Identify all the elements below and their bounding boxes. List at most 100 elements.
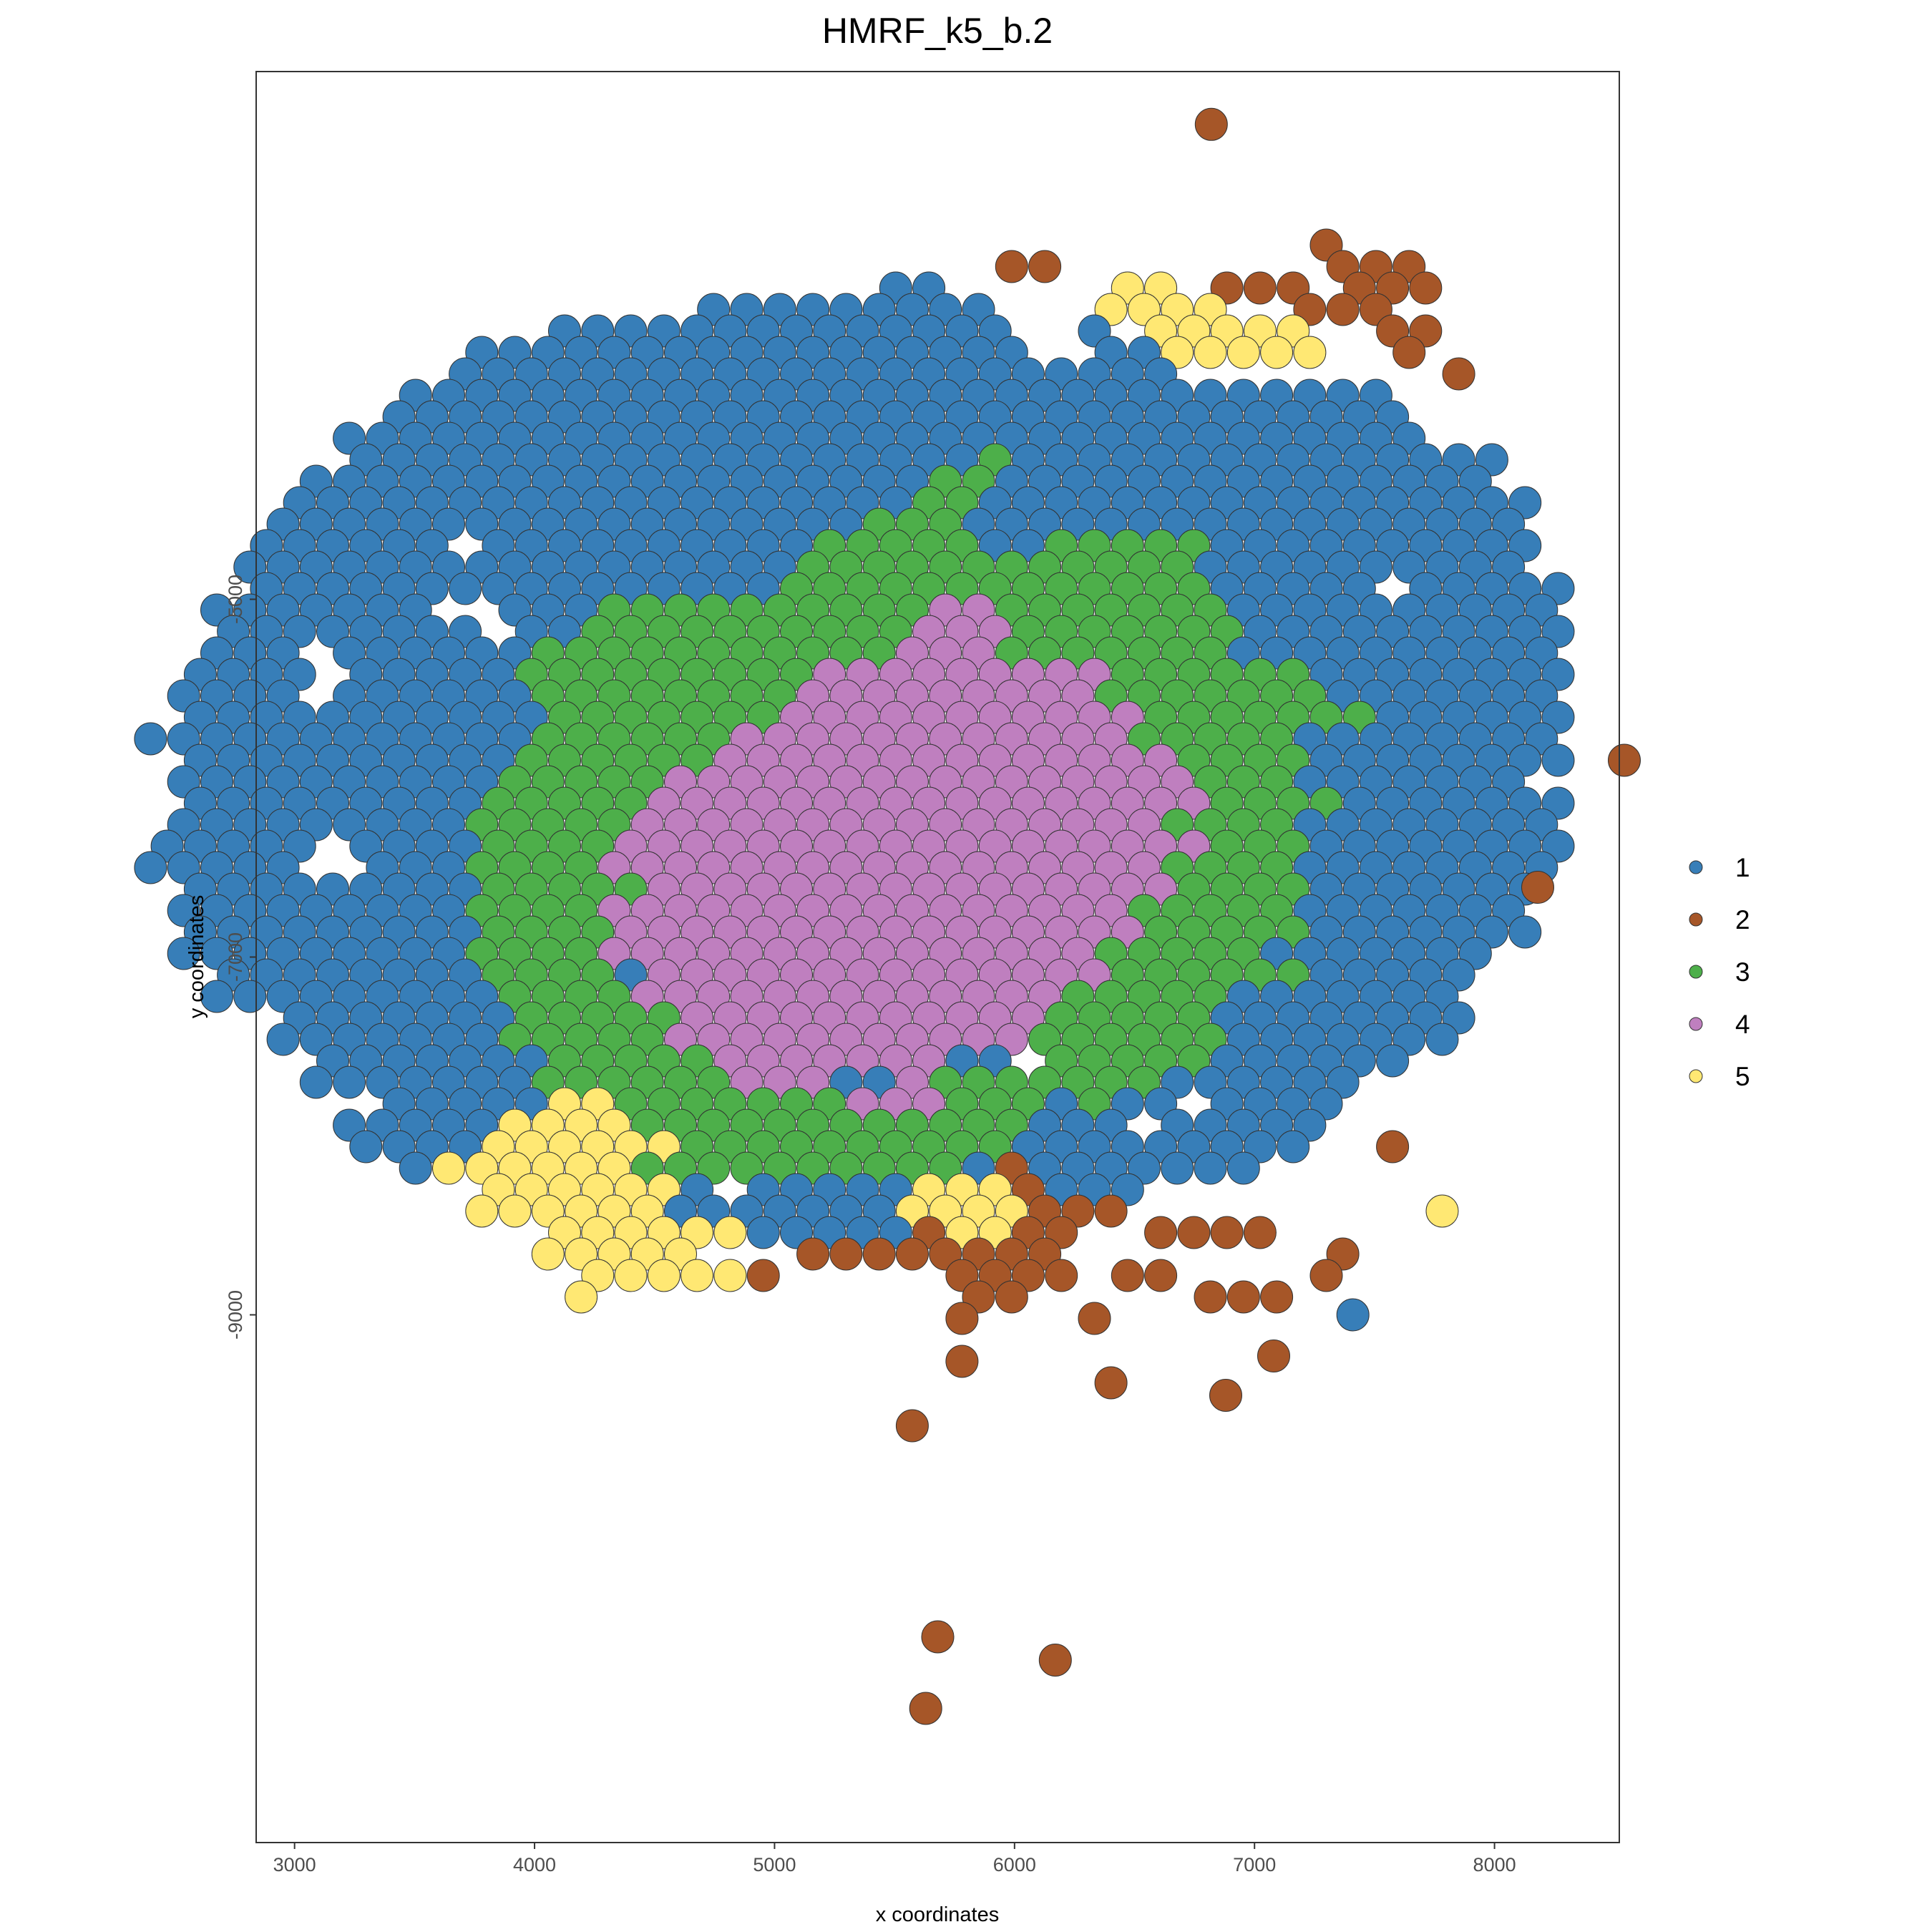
spot-cluster-5 (1194, 336, 1227, 369)
spot-cluster-1 (299, 1065, 333, 1099)
legend-key-4 (1689, 1017, 1703, 1031)
legend-label-3: 3 (1735, 957, 1750, 987)
spot-cluster-5 (680, 1259, 714, 1292)
spot-cluster-1 (233, 980, 267, 1013)
spot-cluster-1 (1541, 743, 1575, 777)
spot-cluster-2 (1309, 1259, 1343, 1292)
spot-cluster-1 (134, 722, 167, 756)
spot-cluster-2 (1260, 1280, 1294, 1314)
points-layer (134, 107, 1641, 1725)
spot-cluster-5 (614, 1259, 648, 1292)
spot-cluster-2 (1111, 1259, 1144, 1292)
spot-cluster-1 (167, 937, 200, 970)
spot-cluster-2 (1210, 1216, 1244, 1249)
spot-cluster-2 (995, 250, 1028, 283)
spot-cluster-2 (1326, 293, 1360, 326)
spot-cluster-1 (1226, 1151, 1260, 1185)
spot-cluster-2 (895, 1409, 929, 1443)
y-tick-label: -7000 (225, 932, 246, 982)
spot-cluster-2 (995, 1280, 1028, 1314)
y-tick-label: -5000 (225, 575, 246, 624)
spot-cluster-2 (895, 1237, 929, 1271)
legend-key-2 (1689, 912, 1703, 927)
spot-cluster-5 (531, 1237, 565, 1271)
spot-cluster-1 (1277, 1130, 1310, 1163)
spot-cluster-1 (1336, 1298, 1370, 1332)
spot-cluster-5 (647, 1259, 680, 1292)
spot-cluster-2 (1144, 1259, 1178, 1292)
x-axis: 3000 4000 5000 6000 7000 8000 (273, 1843, 1516, 1875)
spot-cluster-5 (713, 1216, 747, 1249)
x-tick-label: 7000 (1233, 1854, 1276, 1875)
x-tick-label: 3000 (273, 1854, 316, 1875)
spot-cluster-2 (1243, 1216, 1277, 1249)
spot-cluster-2 (1409, 271, 1443, 305)
spot-cluster-2 (1243, 271, 1277, 305)
chart-title: HMRF_k5_b.2 (822, 11, 1053, 51)
legend-label-5: 5 (1735, 1062, 1750, 1091)
spot-cluster-2 (1257, 1340, 1290, 1372)
spot-cluster-2 (1045, 1259, 1078, 1292)
spot-cluster-2 (1038, 1644, 1072, 1677)
spot-cluster-1 (1508, 915, 1542, 949)
spot-cluster-1 (449, 572, 482, 605)
spot-cluster-5 (465, 1194, 499, 1228)
spot-cluster-2 (796, 1237, 830, 1271)
spot-cluster-1 (1425, 1023, 1459, 1056)
x-tick-label: 4000 (513, 1854, 556, 1875)
spot-cluster-2 (945, 1302, 979, 1335)
x-tick-label: 6000 (993, 1854, 1036, 1875)
y-axis: -5000 -7000 -9000 (225, 575, 256, 1340)
spot-cluster-1 (746, 1216, 780, 1249)
spot-cluster-2 (1521, 871, 1554, 904)
x-axis-title: x coordinates (876, 1903, 1000, 1926)
spot-cluster-2 (746, 1259, 780, 1292)
spot-cluster-2 (1376, 1130, 1410, 1163)
spot-cluster-5 (432, 1151, 465, 1185)
legend-label-4: 4 (1735, 1010, 1750, 1039)
spot-cluster-2 (1226, 1280, 1260, 1314)
spot-cluster-2 (945, 1345, 979, 1378)
spot-cluster-2 (1144, 1216, 1178, 1249)
legend-key-3 (1689, 965, 1703, 979)
spot-cluster-1 (399, 1151, 432, 1185)
legend-key-1 (1689, 860, 1703, 874)
spot-cluster-1 (266, 1023, 300, 1056)
spot-cluster-5 (565, 1280, 598, 1314)
spot-cluster-1 (134, 851, 167, 884)
spot-cluster-2 (1194, 1280, 1227, 1314)
spot-cluster-5 (1425, 1194, 1459, 1228)
spot-cluster-1 (349, 1130, 383, 1163)
spot-cluster-2 (1177, 1216, 1211, 1249)
spot-cluster-2 (1608, 743, 1641, 777)
spot-cluster-1 (1161, 1151, 1194, 1185)
legend: 1 2 3 4 5 (1689, 853, 1750, 1091)
spot-cluster-2 (1442, 357, 1475, 391)
spot-cluster-5 (498, 1194, 532, 1228)
spot-cluster-1 (1194, 1151, 1227, 1185)
x-tick-label: 5000 (753, 1854, 796, 1875)
spot-cluster-1 (1376, 1044, 1410, 1078)
spot-cluster-1 (200, 980, 233, 1013)
spot-cluster-5 (1293, 336, 1327, 369)
spot-cluster-2 (1078, 1302, 1111, 1335)
y-tick-label: -9000 (225, 1290, 246, 1340)
spot-cluster-5 (1260, 336, 1294, 369)
y-axis-title: y coordinates (185, 895, 208, 1019)
x-tick-label: 8000 (1473, 1854, 1516, 1875)
spot-cluster-2 (921, 1620, 955, 1654)
spot-cluster-2 (1194, 107, 1228, 141)
spot-cluster-2 (1094, 1194, 1128, 1228)
spot-cluster-2 (1028, 250, 1062, 283)
spot-cluster-5 (713, 1259, 747, 1292)
spot-cluster-2 (862, 1237, 896, 1271)
spot-cluster-2 (1094, 1366, 1128, 1400)
spot-cluster-2 (829, 1237, 863, 1271)
legend-key-5 (1689, 1069, 1703, 1083)
spot-cluster-1 (333, 1065, 366, 1099)
spot-cluster-2 (1392, 336, 1426, 369)
spot-cluster-2 (1209, 1379, 1242, 1412)
legend-label-1: 1 (1735, 853, 1750, 882)
